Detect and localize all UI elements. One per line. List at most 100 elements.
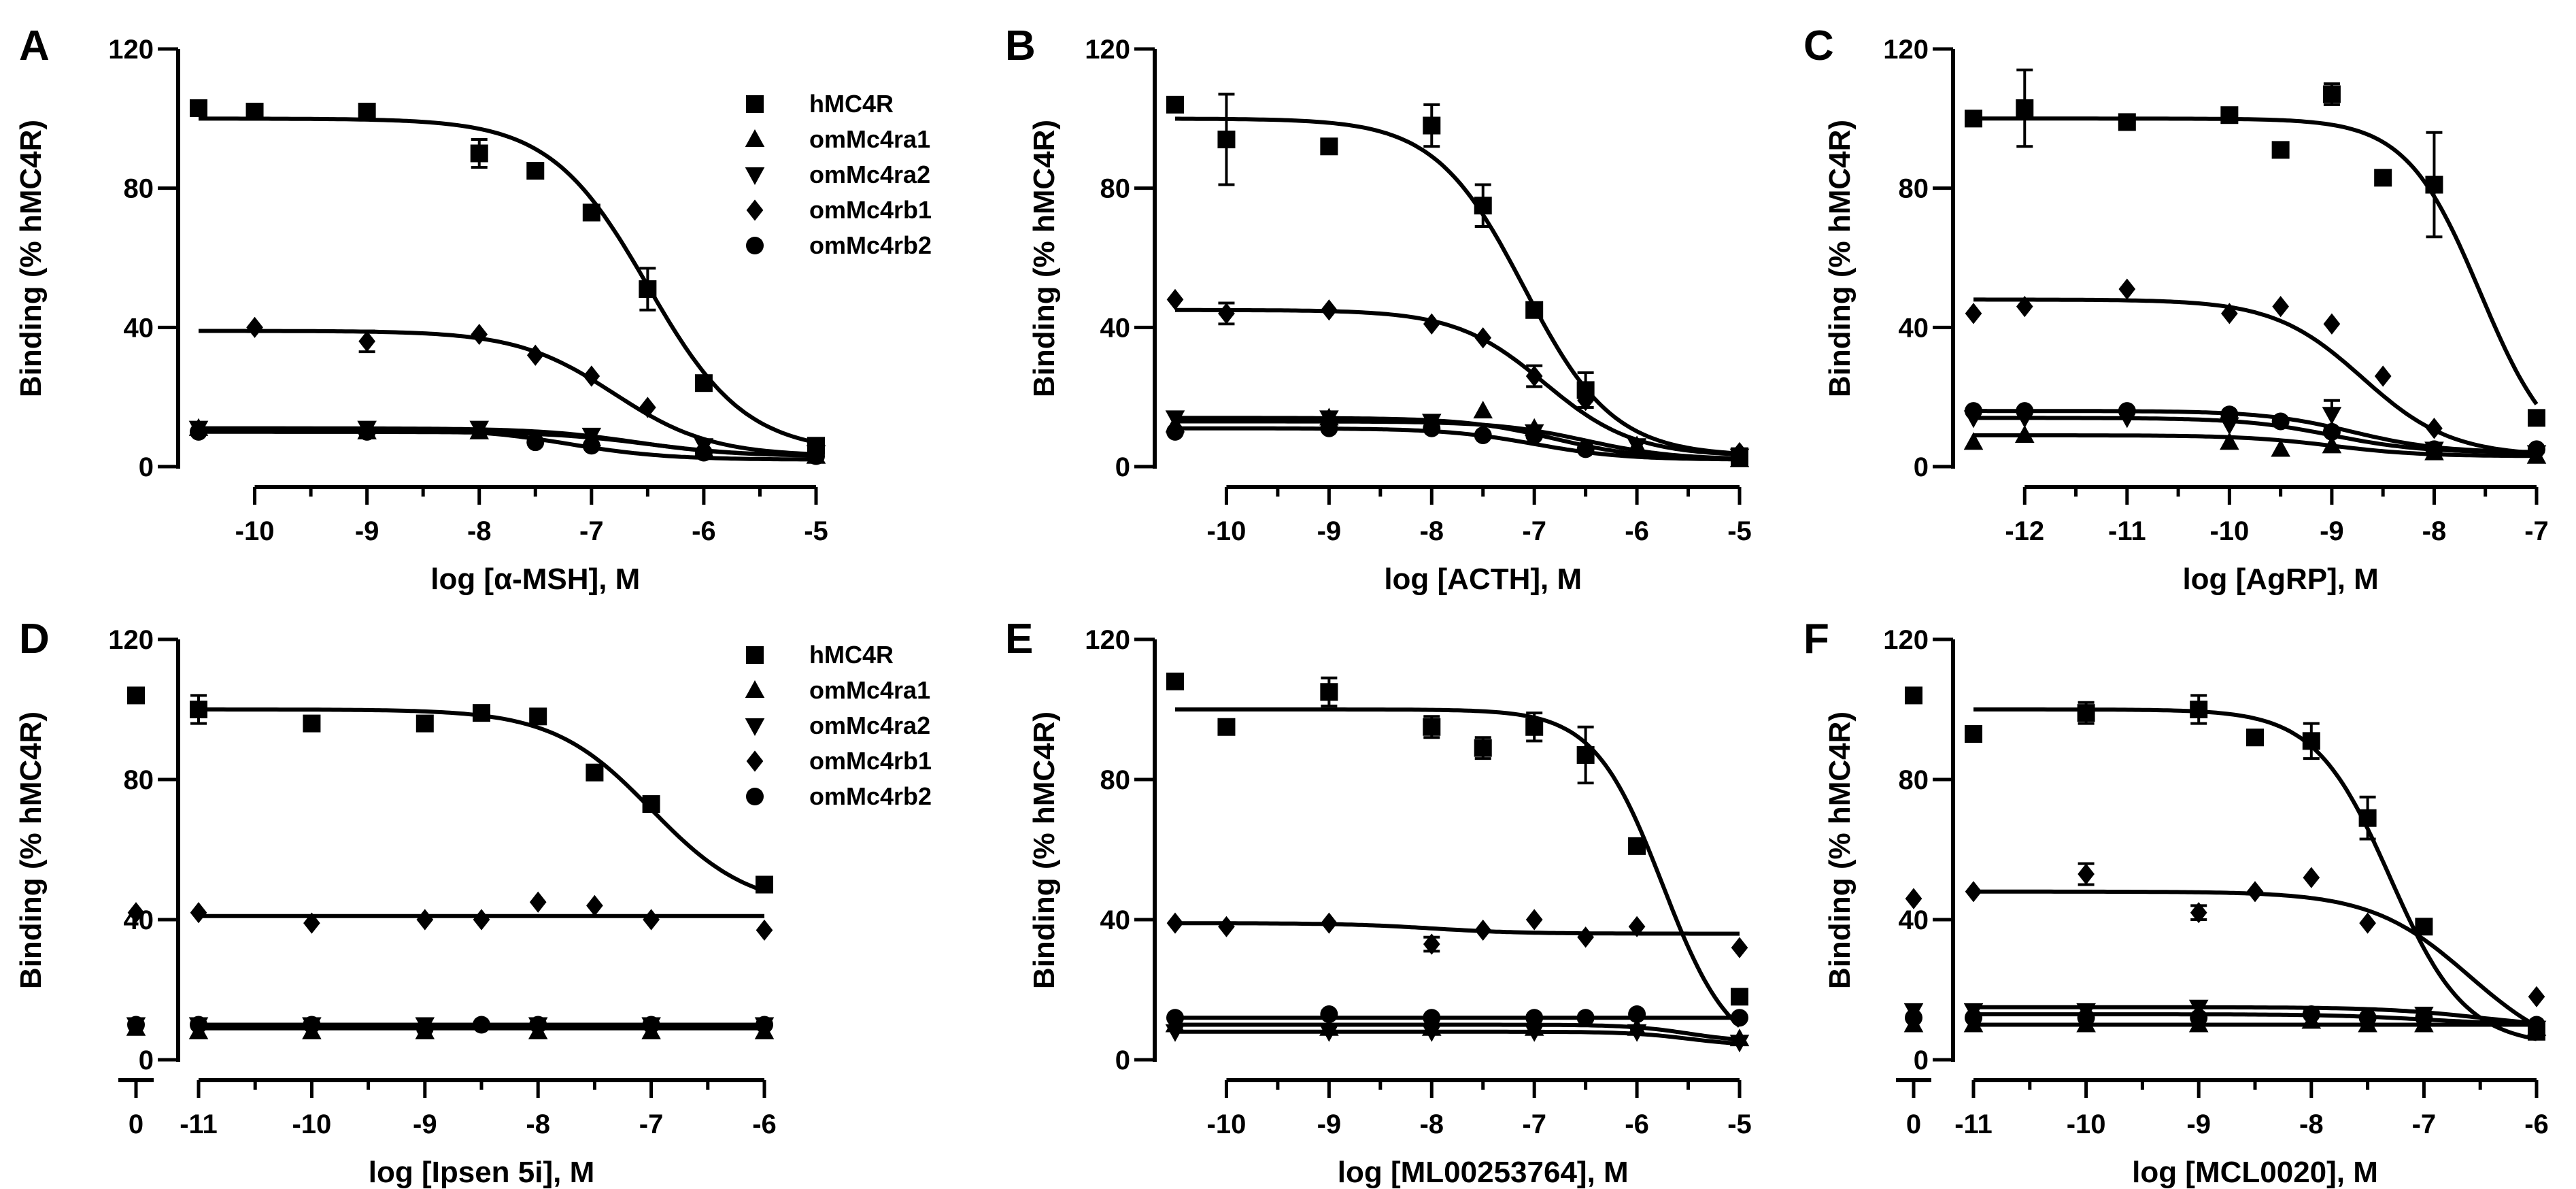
data-point-ommc4rb1	[643, 909, 660, 931]
data-point-ommc4ra2	[1421, 1024, 1442, 1042]
data-point-ommc4rb1	[303, 912, 320, 934]
y-tick-label: 120	[1883, 35, 1929, 65]
x-tick-label: -6	[1625, 1109, 1649, 1139]
data-point-ommc4rb2	[1965, 1009, 1982, 1027]
data-point-hmc4r	[470, 144, 488, 163]
legend-label-ommc4ra2: omMc4ra2	[809, 711, 930, 739]
data-point-hmc4r	[1423, 718, 1441, 736]
data-point-ommc4rb2	[582, 437, 600, 455]
data-point-ommc4rb1	[1321, 299, 1338, 321]
panel-c: C 0 40 80 120 Binding (% hMC4R) -12 -11 -10 -9 -8 -…	[1803, 22, 2549, 596]
data-point-ommc4rb2	[1320, 1005, 1338, 1024]
data-point-hmc4r	[1576, 746, 1595, 764]
x-tick-label: -10	[292, 1109, 331, 1139]
data-point-ommc4rb1	[1218, 303, 1235, 324]
x-axis-label: log [Ipsen 5i], M	[369, 1156, 594, 1189]
y-tick-label: 80	[1100, 174, 1131, 204]
y-tick-label: 0	[1914, 1045, 1929, 1075]
data-point-ommc4rb1	[2374, 365, 2392, 387]
data-point-ommc4ra1	[2220, 432, 2239, 450]
data-point-ommc4rb2	[1423, 419, 1441, 437]
legend-marker-ommc4ra2	[745, 718, 765, 736]
x-tick-label: -5	[804, 516, 828, 546]
data-point-ommc4ra1	[1963, 432, 1984, 450]
data-point-hmc4r	[2374, 169, 2392, 187]
data-point-ommc4rb1	[1628, 916, 1646, 937]
data-point-ommc4rb1	[1423, 313, 1440, 335]
data-point-ommc4rb2	[1731, 1009, 1748, 1027]
data-point-ommc4rb2	[526, 433, 545, 452]
data-point-hmc4r	[358, 103, 376, 121]
legend-label-ommc4rb2: omMc4rb2	[809, 782, 932, 810]
y-tick-label: 40	[1899, 905, 1929, 935]
y-tick-label: 80	[1899, 765, 1929, 795]
x-axis-label: log [ACTH], M	[1384, 563, 1582, 596]
y-tick-label: 40	[1899, 313, 1929, 343]
y-tick-label: 40	[1100, 905, 1131, 935]
panel-f: F 0 40 80 120 Binding (% hMC4R) 0 -11 -10 -9 -8 -7 -…	[1803, 616, 2549, 1189]
data-point-hmc4r	[1731, 988, 1748, 1006]
data-point-ommc4rb2	[358, 422, 376, 441]
data-point-ommc4ra2	[469, 420, 490, 439]
data-point-ommc4ra2	[581, 427, 602, 446]
panel-e: E 0 40 80 120 Binding (% hMC4R) -10 -9 -8 -7 -6 -5 l…	[1005, 616, 1752, 1189]
legend-label-ommc4rb1: omMc4rb1	[809, 196, 932, 224]
data-point-ommc4rb1	[2078, 863, 2095, 885]
data-point-hmc4r	[1166, 672, 1184, 690]
data-point-ommc4ra2	[1627, 1024, 1647, 1042]
y-axis-label: Binding (% hMC4R)	[14, 711, 48, 989]
data-point-ommc4ra2	[1165, 1024, 1185, 1042]
data-point-ommc4rb2	[1166, 422, 1184, 441]
data-point-ommc4rb1	[246, 316, 263, 338]
data-point-ommc4rb2	[694, 443, 713, 462]
data-point-ommc4ra2	[1319, 410, 1339, 429]
data-point-ommc4rb1	[1166, 288, 1184, 310]
data-point-ommc4rb2	[1525, 426, 1544, 444]
data-point-ommc4rb2	[1628, 1005, 1646, 1024]
y-tick-label: 120	[108, 625, 154, 655]
x-tick-label: -6	[692, 516, 716, 546]
data-point-ommc4rb1	[1166, 912, 1184, 934]
data-point-ommc4ra2	[2188, 999, 2209, 1018]
data-point-ommc4rb1	[1577, 926, 1594, 948]
legend-label-ommc4ra1: omMc4ra1	[809, 676, 930, 704]
data-point-ommc4ra2	[1729, 1035, 1750, 1053]
data-point-hmc4r	[245, 103, 264, 121]
legend-marker-hmc4r	[746, 646, 764, 664]
data-point-hmc4r	[1525, 718, 1544, 736]
fit-curve-ommc4rb1	[1973, 297, 2537, 456]
data-point-ommc4rb1	[2246, 881, 2264, 903]
data-point-ommc4rb2	[756, 1016, 773, 1034]
y-tick-label: 0	[139, 1045, 154, 1075]
y-tick-label: 120	[1883, 625, 1929, 655]
x-tick-label: 0	[1906, 1109, 1921, 1139]
data-point-hmc4r	[2016, 99, 2034, 117]
x-tick-label: -7	[1522, 516, 1546, 546]
panel-label: E	[1005, 616, 1033, 663]
data-point-ommc4rb2	[1320, 419, 1338, 437]
data-point-ommc4rb1	[2272, 296, 2289, 318]
x-tick-label: -10	[235, 516, 275, 546]
data-point-hmc4r	[2246, 729, 2264, 747]
data-point-hmc4r	[190, 701, 207, 718]
fit-curve-hmc4r	[199, 707, 765, 893]
legend-marker-ommc4rb2	[746, 788, 764, 805]
data-point-ommc4rb2	[2302, 1005, 2320, 1024]
data-point-hmc4r	[1166, 95, 1184, 114]
y-tick-label: 40	[1100, 313, 1131, 343]
data-point-hmc4r	[473, 704, 490, 722]
legend-marker-ommc4rb1	[746, 750, 764, 772]
x-tick-label: -7	[1522, 1109, 1546, 1139]
x-tick-label: -8	[1419, 1109, 1444, 1139]
data-point-ommc4rb1	[1965, 303, 1982, 324]
data-point-hmc4r	[1965, 725, 1982, 743]
legend-label-ommc4ra1: omMc4ra1	[809, 125, 930, 153]
x-tick-label: -5	[1727, 516, 1752, 546]
data-point-hmc4r	[756, 875, 773, 894]
fit-curve-hmc4r	[1175, 116, 1740, 456]
fit-curve-hmc4r	[199, 116, 817, 445]
data-point-ommc4rb1	[1321, 912, 1338, 934]
data-point-ommc4rb1	[1965, 881, 1982, 903]
x-tick-label: 0	[129, 1109, 143, 1139]
legend-label-ommc4ra2: omMc4ra2	[809, 161, 930, 188]
